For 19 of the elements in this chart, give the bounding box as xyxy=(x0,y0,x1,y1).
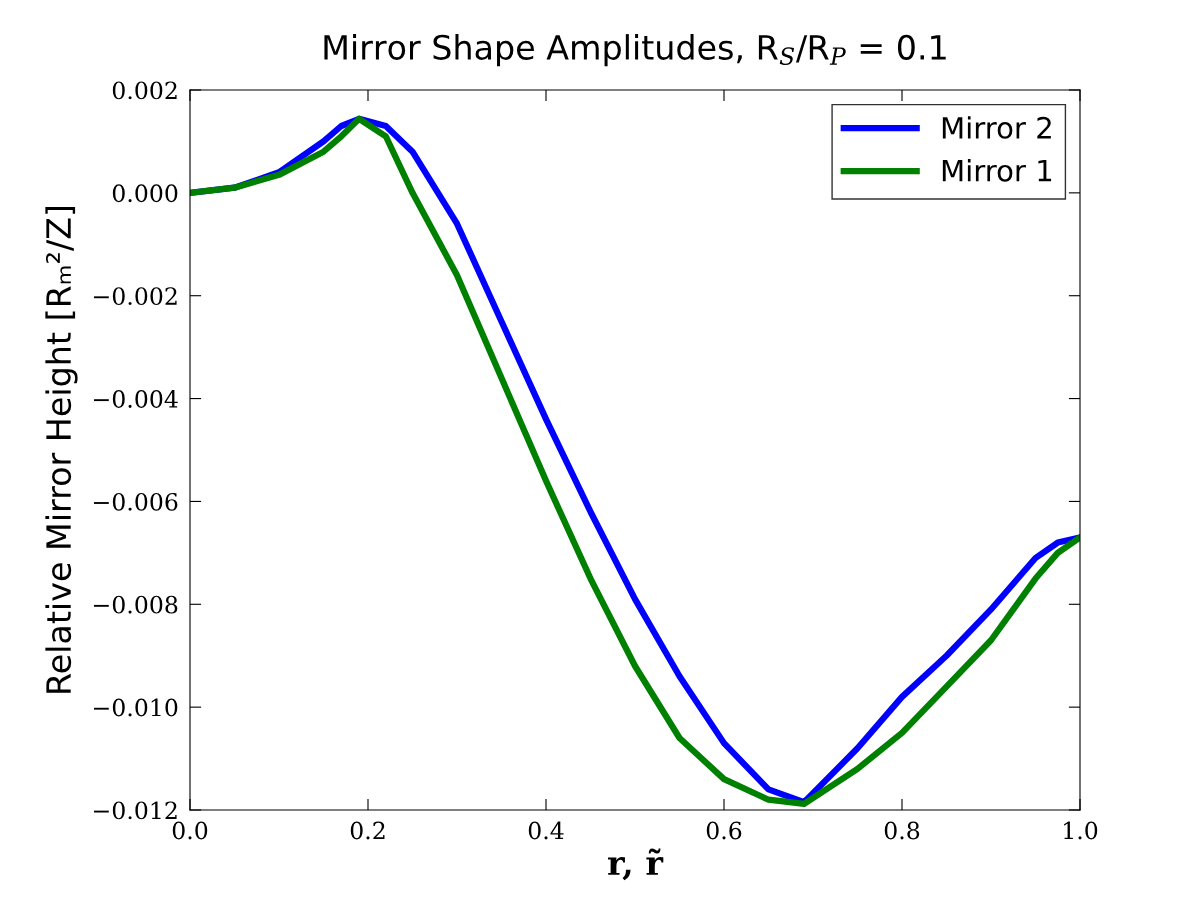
chart-title: Mirror Shape Amplitudes, R$_{S}$/R$_{P}$ = 0.1 xyxy=(324,34,946,67)
y-tick-label: 0.002 xyxy=(112,81,177,100)
legend-label: Mirror 2 xyxy=(942,116,1051,139)
y-tick-label: −0.004 xyxy=(94,390,178,408)
x-tick-label: 1.0 xyxy=(1064,821,1098,840)
x-tick-label: 0.8 xyxy=(884,821,920,840)
x-tick-label: 0.2 xyxy=(350,821,385,840)
x-tick-label: 0.4 xyxy=(528,821,564,840)
y-axis-title: Relative Mirror Height [Rₘ²/Z] xyxy=(45,206,78,693)
y-tick-label: −0.002 xyxy=(94,287,177,306)
y-tick-label: −0.010 xyxy=(94,698,178,717)
y-tick-label: −0.006 xyxy=(94,492,178,511)
y-tick-label: 0.000 xyxy=(112,184,178,203)
y-tick-label: −0.012 xyxy=(94,801,177,820)
legend-label: Mirror 1 xyxy=(942,159,1052,182)
y-tick-label: −0.008 xyxy=(94,595,178,614)
x-axis-title: r, r̃ xyxy=(608,848,664,881)
x-tick-label: 0.0 xyxy=(172,821,208,840)
x-tick-label: 0.6 xyxy=(706,821,742,840)
